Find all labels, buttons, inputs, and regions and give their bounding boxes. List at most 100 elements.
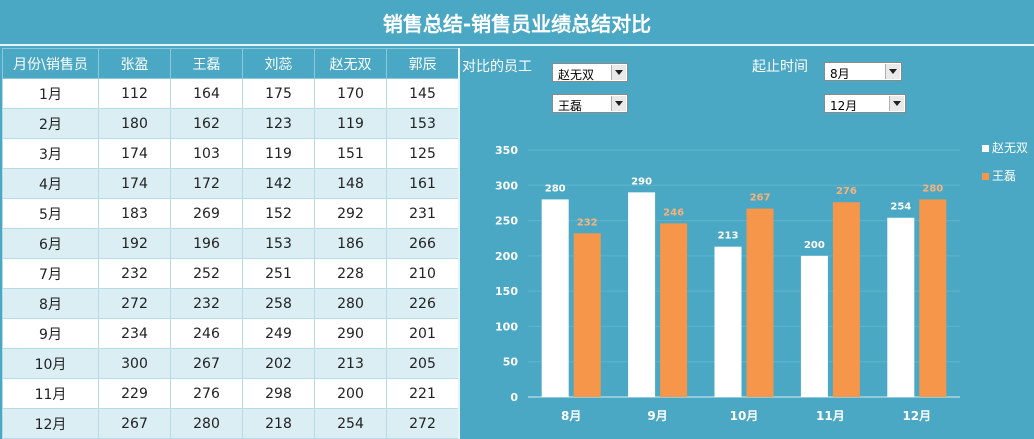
bar-series-1 [660, 223, 688, 397]
x-tick-label: 12月 [902, 409, 931, 423]
date-range-label: 起止时间 [752, 59, 808, 75]
start-month-select[interactable]: 8月 [824, 62, 902, 81]
sales-value-cell: 148 [314, 168, 387, 199]
chevron-down-icon[interactable] [611, 96, 626, 111]
comparison-panel: 对比的员工 赵无双 王磊 起止时间 8月 12月 0 50 100 150 200 250… [458, 48, 1034, 439]
sales-value-cell: 276 [170, 378, 243, 409]
legend-swatch [982, 173, 989, 180]
month-cell: 2月 [2, 108, 99, 139]
sales-value-cell: 119 [242, 138, 315, 169]
month-cell: 7月 [2, 258, 99, 289]
sales-value-cell: 151 [314, 138, 387, 169]
sales-value-cell: 196 [170, 228, 243, 259]
data-label: 280 [545, 183, 566, 194]
table-row: 3月 174 103 119 151 125 [2, 138, 459, 169]
bar-series-1 [919, 199, 947, 397]
sales-value-cell: 232 [98, 258, 171, 289]
y-tick-label: 100 [495, 320, 518, 333]
sales-value-cell: 162 [170, 108, 243, 139]
sales-value-cell: 192 [98, 228, 171, 259]
sales-value-cell: 153 [242, 228, 315, 259]
sales-value-cell: 170 [314, 78, 387, 109]
x-tick-label: 10月 [730, 409, 759, 423]
column-header: 赵无双 [314, 48, 387, 79]
y-tick-label: 150 [495, 285, 518, 298]
bar-series-0 [628, 192, 656, 397]
bar-series-0 [800, 255, 828, 397]
end-month-select[interactable]: 12月 [824, 94, 906, 113]
sales-value-cell: 272 [98, 288, 171, 319]
bar-series-0 [541, 199, 569, 397]
employee-1-select[interactable]: 赵无双 [552, 63, 628, 82]
data-label: 200 [804, 240, 825, 251]
y-tick-label: 300 [495, 179, 518, 192]
sales-value-cell: 112 [98, 78, 171, 109]
table-row: 1月 112 164 175 170 145 [2, 78, 459, 109]
end-month-value: 12月 [830, 99, 858, 113]
compare-employee-label: 对比的员工 [462, 59, 532, 75]
column-header: 王磊 [170, 48, 243, 79]
month-cell: 4月 [2, 168, 99, 199]
month-cell: 5月 [2, 198, 99, 229]
sales-value-cell: 174 [98, 138, 171, 169]
sales-value-cell: 234 [98, 318, 171, 349]
table-row: 5月 183 269 152 292 231 [2, 198, 459, 229]
x-tick-label: 11月 [816, 409, 845, 423]
sales-value-cell: 254 [314, 408, 387, 439]
sales-value-cell: 229 [98, 378, 171, 409]
month-cell: 10月 [2, 348, 99, 379]
sales-value-cell: 123 [242, 108, 315, 139]
chevron-down-icon[interactable] [889, 96, 904, 111]
column-header: 张盈 [98, 48, 171, 79]
employee-1-value: 赵无双 [558, 68, 595, 82]
data-label: 276 [836, 186, 857, 197]
sales-table: 月份\销售员 张盈 王磊 刘蕊 赵无双 郭辰 1月 112 164 175 170 145… [2, 48, 459, 439]
y-tick-label: 350 [495, 144, 518, 157]
sales-value-cell: 228 [314, 258, 387, 289]
bar-series-1 [746, 208, 774, 397]
sales-value-cell: 103 [170, 138, 243, 169]
sales-value-cell: 231 [386, 198, 459, 229]
chevron-down-icon[interactable] [885, 64, 900, 79]
x-tick-label: 9月 [647, 409, 667, 423]
sales-value-cell: 280 [170, 408, 243, 439]
legend-swatch [982, 145, 989, 152]
employee-2-value: 王磊 [558, 99, 583, 113]
table-row: 10月 300 267 202 213 205 [2, 348, 459, 379]
sales-value-cell: 174 [98, 168, 171, 199]
employee-2-select[interactable]: 王磊 [552, 94, 628, 113]
sales-value-cell: 251 [242, 258, 315, 289]
legend-label: 赵无双 [992, 141, 1028, 155]
sales-value-cell: 200 [314, 378, 387, 409]
table-row: 8月 272 232 258 280 226 [2, 288, 459, 319]
sales-value-cell: 153 [386, 108, 459, 139]
month-cell: 6月 [2, 228, 99, 259]
sales-value-cell: 267 [98, 408, 171, 439]
sales-value-cell: 172 [170, 168, 243, 199]
y-tick-label: 50 [503, 356, 519, 369]
sales-value-cell: 290 [314, 318, 387, 349]
month-cell: 12月 [2, 408, 99, 439]
sales-value-cell: 269 [170, 198, 243, 229]
month-cell: 9月 [2, 318, 99, 349]
table-row: 12月 267 280 218 254 272 [2, 408, 459, 439]
sales-value-cell: 221 [386, 378, 459, 409]
column-header: 郭辰 [386, 48, 459, 79]
sales-value-cell: 125 [386, 138, 459, 169]
bar-series-1 [832, 202, 860, 397]
table-row: 6月 192 196 153 186 266 [2, 228, 459, 259]
sales-value-cell: 186 [314, 228, 387, 259]
sales-value-cell: 226 [386, 288, 459, 319]
sales-value-cell: 267 [170, 348, 243, 379]
data-label: 267 [750, 193, 771, 204]
month-cell: 8月 [2, 288, 99, 319]
chevron-down-icon[interactable] [611, 65, 626, 80]
sales-value-cell: 161 [386, 168, 459, 199]
sales-value-cell: 249 [242, 318, 315, 349]
data-label: 246 [663, 207, 684, 218]
sales-value-cell: 164 [170, 78, 243, 109]
y-tick-label: 0 [510, 391, 518, 404]
sales-value-cell: 258 [242, 288, 315, 319]
sales-value-cell: 272 [386, 408, 459, 439]
sales-value-cell: 292 [314, 198, 387, 229]
